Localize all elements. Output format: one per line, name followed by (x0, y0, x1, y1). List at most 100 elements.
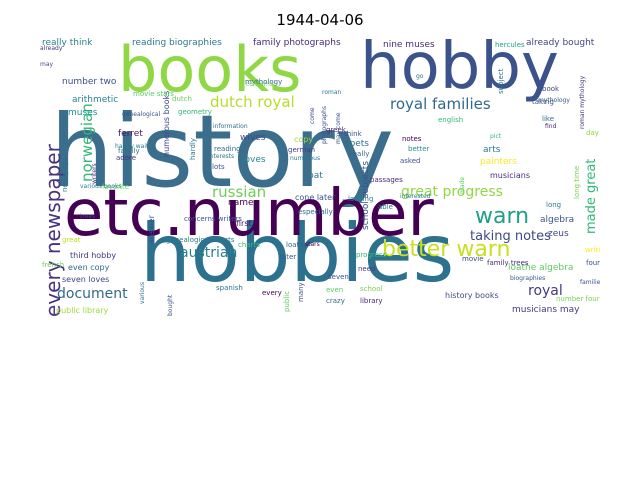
cloud-word: long time (573, 165, 581, 199)
cloud-word: various books (80, 183, 122, 190)
cloud-word: document (57, 286, 128, 302)
cloud-word: numerous books (162, 90, 171, 157)
cloud-word: favorite (102, 183, 130, 191)
cloud-word: public (283, 290, 291, 312)
cloud-word: history books (445, 291, 499, 300)
cloud-word: interested (400, 193, 431, 200)
cloud-word: four (586, 259, 600, 267)
cloud-word: already bought (526, 38, 595, 48)
cloud-word: answer (147, 215, 156, 244)
cloud-word: hardly wait (115, 143, 149, 150)
cloud-word: passages (370, 176, 403, 184)
cloud-word: hercules (495, 41, 525, 49)
cloud-word: hardly (189, 137, 197, 160)
cloud-word: really (350, 150, 370, 158)
cloud-word: trees (80, 213, 96, 220)
cloud-word: movie (462, 255, 484, 263)
figure-title: 1944-04-06 (276, 11, 364, 29)
cloud-word: first (236, 219, 252, 228)
cloud-word: loathe algebra (508, 263, 574, 273)
cloud-word: later (280, 253, 297, 261)
cloud-word: greek (326, 126, 346, 134)
cloud-word: algebra (540, 215, 575, 225)
cloud-word: family trees (487, 259, 529, 267)
cloud-word: painters (480, 157, 517, 167)
cloud-word: able (378, 203, 393, 211)
cloud-word: copy (294, 135, 314, 144)
cloud-word: may come (335, 112, 342, 145)
cloud-word: many (297, 282, 305, 302)
cloud-word: royal (528, 283, 563, 299)
cloud-word: charts (238, 241, 260, 249)
cloud-word: movie stars (133, 90, 174, 98)
cloud-word: interests (208, 153, 235, 160)
cloud-word: taking notes (470, 229, 551, 244)
cloud-word: biographies (510, 275, 546, 282)
cloud-word: come (309, 107, 316, 124)
cloud-word: poets (344, 139, 369, 149)
cloud-word: mythology (538, 97, 570, 104)
cloud-word: made great (584, 158, 599, 234)
cloud-word: arithmetic (72, 95, 119, 105)
cloud-word: hobby (360, 34, 559, 104)
cloud-word: genealogical (122, 111, 161, 118)
cloud-word: library (360, 297, 383, 305)
cloud-word: loathe (286, 241, 309, 249)
cloud-word: long (546, 201, 562, 209)
cloud-word: photographs (321, 106, 328, 144)
cloud-word: find (545, 123, 557, 130)
cloud-word: especially (298, 208, 333, 216)
cloud-word: royal families (390, 95, 491, 113)
cloud-word: newspaper (61, 153, 69, 192)
cloud-word: bought (167, 294, 174, 316)
cloud-word: writers (91, 163, 98, 184)
cloud-word: pat (308, 171, 323, 181)
cloud-word: hobbies (140, 207, 455, 300)
cloud-word: history (50, 93, 394, 210)
cloud-word: may (40, 61, 54, 68)
cloud-word: reading biographies (132, 38, 222, 48)
cloud-word: concerns (246, 81, 274, 88)
cloud-word: geometry (178, 108, 212, 116)
cloud-word: asked (400, 157, 421, 165)
cloud-word: third hobby (70, 251, 117, 260)
cloud-word: french (42, 261, 65, 269)
cloud-word: loves (242, 155, 266, 165)
cloud-word: roman mythology (579, 75, 586, 129)
cloud-word: musicians (490, 171, 531, 180)
cloud-word: every (262, 289, 282, 297)
cloud-word: public library (56, 306, 109, 315)
cloud-word: pict (490, 133, 502, 140)
cloud-word: information (213, 123, 248, 130)
cloud-word: dutch (172, 95, 192, 103)
cloud-word: english (438, 116, 464, 124)
cloud-word: name (228, 198, 254, 208)
cloud-word: better (408, 145, 430, 153)
cloud-word: genealogical charts (166, 236, 235, 244)
cloud-word: mythology (245, 78, 283, 86)
cloud-word: russian (212, 183, 267, 201)
cloud-word: cone later (295, 193, 336, 202)
cloud-word: made (459, 176, 466, 194)
cloud-word: muses (68, 108, 98, 118)
cloud-word: german (288, 146, 316, 154)
cloud-word: book (542, 85, 560, 93)
cloud-word: family (118, 147, 140, 155)
cloud-word: spanish (216, 284, 243, 292)
cloud-word: ferret (118, 129, 143, 139)
cloud-word: even copy (68, 263, 110, 272)
cloud-word: crazy (326, 297, 345, 305)
cloud-word: musicians may (512, 305, 580, 315)
cloud-word: go (416, 73, 424, 80)
cloud-word: seven (328, 273, 349, 281)
cloud-word: like (542, 115, 555, 123)
cloud-word: reading (214, 145, 241, 153)
cloud-word: wives (240, 133, 266, 143)
word-cloud: history hobbies etc.number books hobby e… (40, 34, 600, 319)
cloud-word: stars (305, 241, 320, 248)
cloud-word: various (139, 282, 146, 304)
cloud-word: number two (62, 77, 117, 87)
cloud-word: family photographs (253, 38, 341, 48)
cloud-word: concerns writers (184, 215, 242, 223)
cloud-word: progress (356, 251, 387, 259)
